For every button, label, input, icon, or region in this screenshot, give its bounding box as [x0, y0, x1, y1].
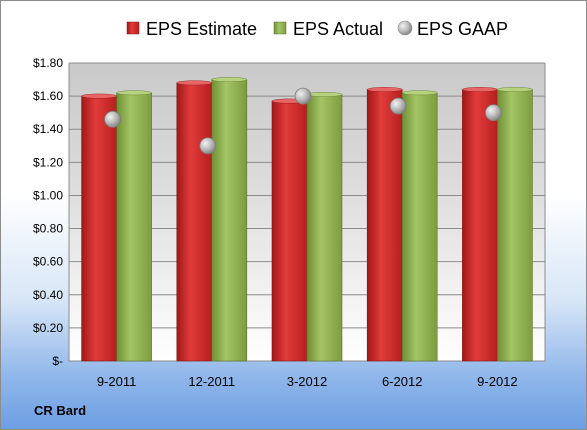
- bar-top-estimate-1: [176, 80, 213, 86]
- bar-top-estimate-0: [81, 93, 117, 99]
- bar-top-actual-2: [306, 92, 343, 97]
- bar-eps-estimate-3: [366, 89, 403, 362]
- bar-eps-actual-1: [211, 79, 248, 362]
- legend-swatch-estimate: [126, 21, 140, 35]
- legend-item-eps-estimate: EPS Estimate: [126, 19, 257, 39]
- bar-eps-actual-4: [497, 89, 533, 362]
- bar-eps-estimate-2: [271, 100, 308, 362]
- company-label: CR Bard: [34, 403, 87, 418]
- bar-top-actual-0: [116, 90, 152, 96]
- y-tick-label: $1.40: [33, 122, 63, 136]
- point-eps-gaap-3: [389, 97, 407, 115]
- y-tick-label: $-: [52, 354, 63, 368]
- point-eps-gaap-0: [104, 110, 121, 128]
- legend-label-gaap: EPS GAAP: [417, 19, 508, 39]
- y-axis-ticks: $- $0.20 $0.40 $0.60 $0.80 $1.00 $1.20 $1.40 $1.…: [33, 56, 63, 368]
- y-tick-label: $1.00: [33, 188, 63, 202]
- x-tick-label: 6-2012: [382, 374, 422, 389]
- y-tick-label: $1.20: [33, 155, 63, 169]
- y-tick-label: $0.20: [33, 321, 63, 335]
- bar-top-estimate-4: [462, 87, 498, 92]
- legend-label-actual: EPS Actual: [293, 19, 383, 39]
- bar-eps-estimate-0: [81, 95, 117, 362]
- bar-top-estimate-3: [367, 87, 403, 92]
- x-tick-label: 9-2012: [477, 374, 517, 389]
- x-axis-ticks: 9-2011 12-2011 3-2012 6-2012 9-2012: [97, 374, 518, 389]
- x-tick-label: 12-2011: [188, 374, 235, 389]
- bar-eps-estimate-4: [462, 89, 498, 362]
- x-tick-label: 9-2011: [97, 374, 137, 389]
- bars: [81, 77, 533, 362]
- y-tick-label: $0.40: [33, 288, 63, 302]
- legend-item-eps-actual: EPS Actual: [273, 19, 383, 39]
- legend-label-estimate: EPS Estimate: [146, 19, 257, 39]
- y-tick-label: $0.80: [33, 222, 63, 236]
- gaap-points: [104, 87, 502, 155]
- legend-swatch-actual: [273, 21, 287, 35]
- x-tick-label: 3-2012: [287, 374, 327, 389]
- point-eps-gaap-4: [484, 104, 502, 122]
- y-tick-label: $0.60: [33, 255, 63, 269]
- bar-eps-actual-2: [306, 94, 343, 362]
- bar-top-actual-1: [211, 77, 248, 82]
- y-tick-label: $1.60: [33, 89, 63, 103]
- legend-swatch-gaap: [397, 20, 413, 36]
- bar-eps-actual-0: [116, 92, 152, 362]
- point-eps-gaap-2: [294, 87, 312, 105]
- bar-top-actual-3: [402, 90, 438, 96]
- legend-item-eps-gaap: EPS GAAP: [397, 19, 508, 39]
- bar-eps-actual-3: [401, 92, 438, 362]
- point-eps-gaap-1: [199, 137, 217, 155]
- bar-top-actual-4: [497, 87, 533, 92]
- bar-eps-estimate-1: [176, 82, 213, 362]
- legend: EPS Estimate EPS Actual EPS GAAP: [126, 19, 508, 39]
- y-tick-label: $1.80: [33, 56, 63, 70]
